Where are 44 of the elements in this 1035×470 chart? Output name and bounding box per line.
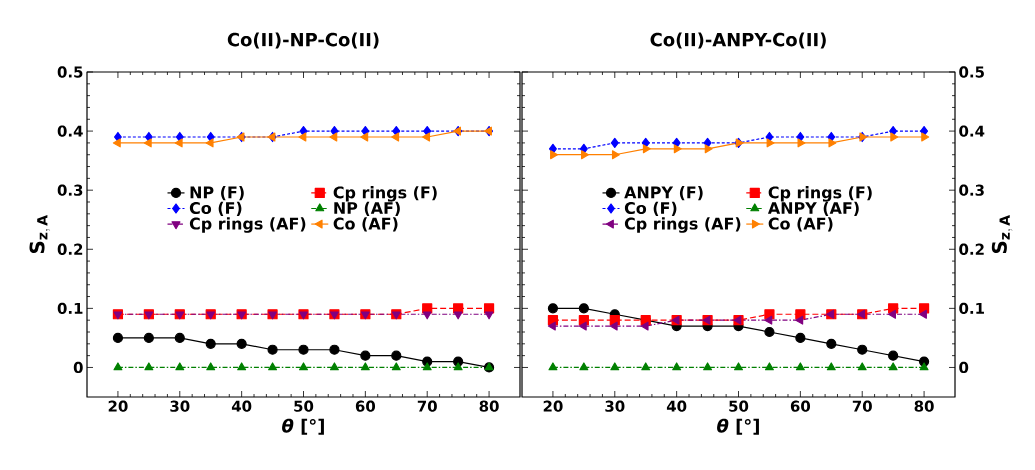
y-tick-label: 0.5 (959, 66, 984, 78)
x-tick-label: 30 (170, 400, 190, 412)
x-axis-title: θ [°] (717, 418, 759, 435)
y-tick-label: 0.3 (57, 184, 83, 196)
x-tick-label: 20 (108, 400, 128, 412)
chart-title: Co(II)-NP-Co(II) (227, 32, 379, 49)
y-axis-title: $\mathbf{S_{z,\,A}}$ (29, 215, 51, 254)
legend-label: Cp rings (F) (333, 186, 437, 202)
x-tick-label: 60 (790, 400, 811, 412)
chart-title: Co(II)-ANPY-Co(II) (650, 32, 826, 49)
x-tick-label: 20 (543, 400, 563, 412)
y-tick-label: 0.1 (57, 302, 83, 315)
x-tick-label: 80 (914, 400, 934, 412)
y-tick-label: 0 (959, 361, 969, 374)
legend-label: Co (F) (624, 201, 677, 216)
legend-label: Co (AF) (333, 217, 398, 232)
x-tick-label: 50 (294, 400, 314, 412)
x-tick-label: 50 (729, 400, 749, 412)
y-axis-title: $\mathbf{S_{z,\,A}}$ (991, 215, 1013, 254)
legend-label: Cp rings (AF) (189, 217, 306, 233)
x-tick-label: 60 (355, 400, 376, 412)
legend-label: ANPY (AF) (767, 201, 859, 216)
x-tick-label: 40 (666, 400, 687, 412)
legend-label: NP (F) (190, 186, 244, 201)
y-tick-label: 0.4 (959, 125, 985, 137)
x-tick-label: 30 (605, 400, 625, 412)
legend-label: Co (AF) (768, 217, 833, 232)
x-tick-label: 80 (479, 400, 499, 412)
y-tick-label: 0.3 (959, 184, 984, 196)
y-tick-label: 0.5 (57, 66, 83, 78)
y-tick-label: 0.1 (959, 302, 984, 315)
y-tick-label: 0.4 (57, 125, 83, 137)
x-axis-title: θ [°] (282, 418, 324, 435)
legend-label: NP (AF) (334, 201, 400, 216)
x-tick-label: 70 (852, 400, 872, 412)
legend-label: ANPY (F) (624, 186, 703, 201)
y-tick-label: 0 (73, 361, 83, 374)
x-tick-label: 40 (231, 400, 252, 412)
legend-label: Co (F) (189, 201, 242, 216)
legend-label: Cp rings (AF) (624, 217, 741, 233)
x-tick-label: 70 (417, 400, 437, 412)
y-tick-label: 0.2 (57, 243, 83, 255)
legend-label: Cp rings (F) (768, 186, 872, 202)
y-tick-label: 0.2 (959, 243, 984, 255)
